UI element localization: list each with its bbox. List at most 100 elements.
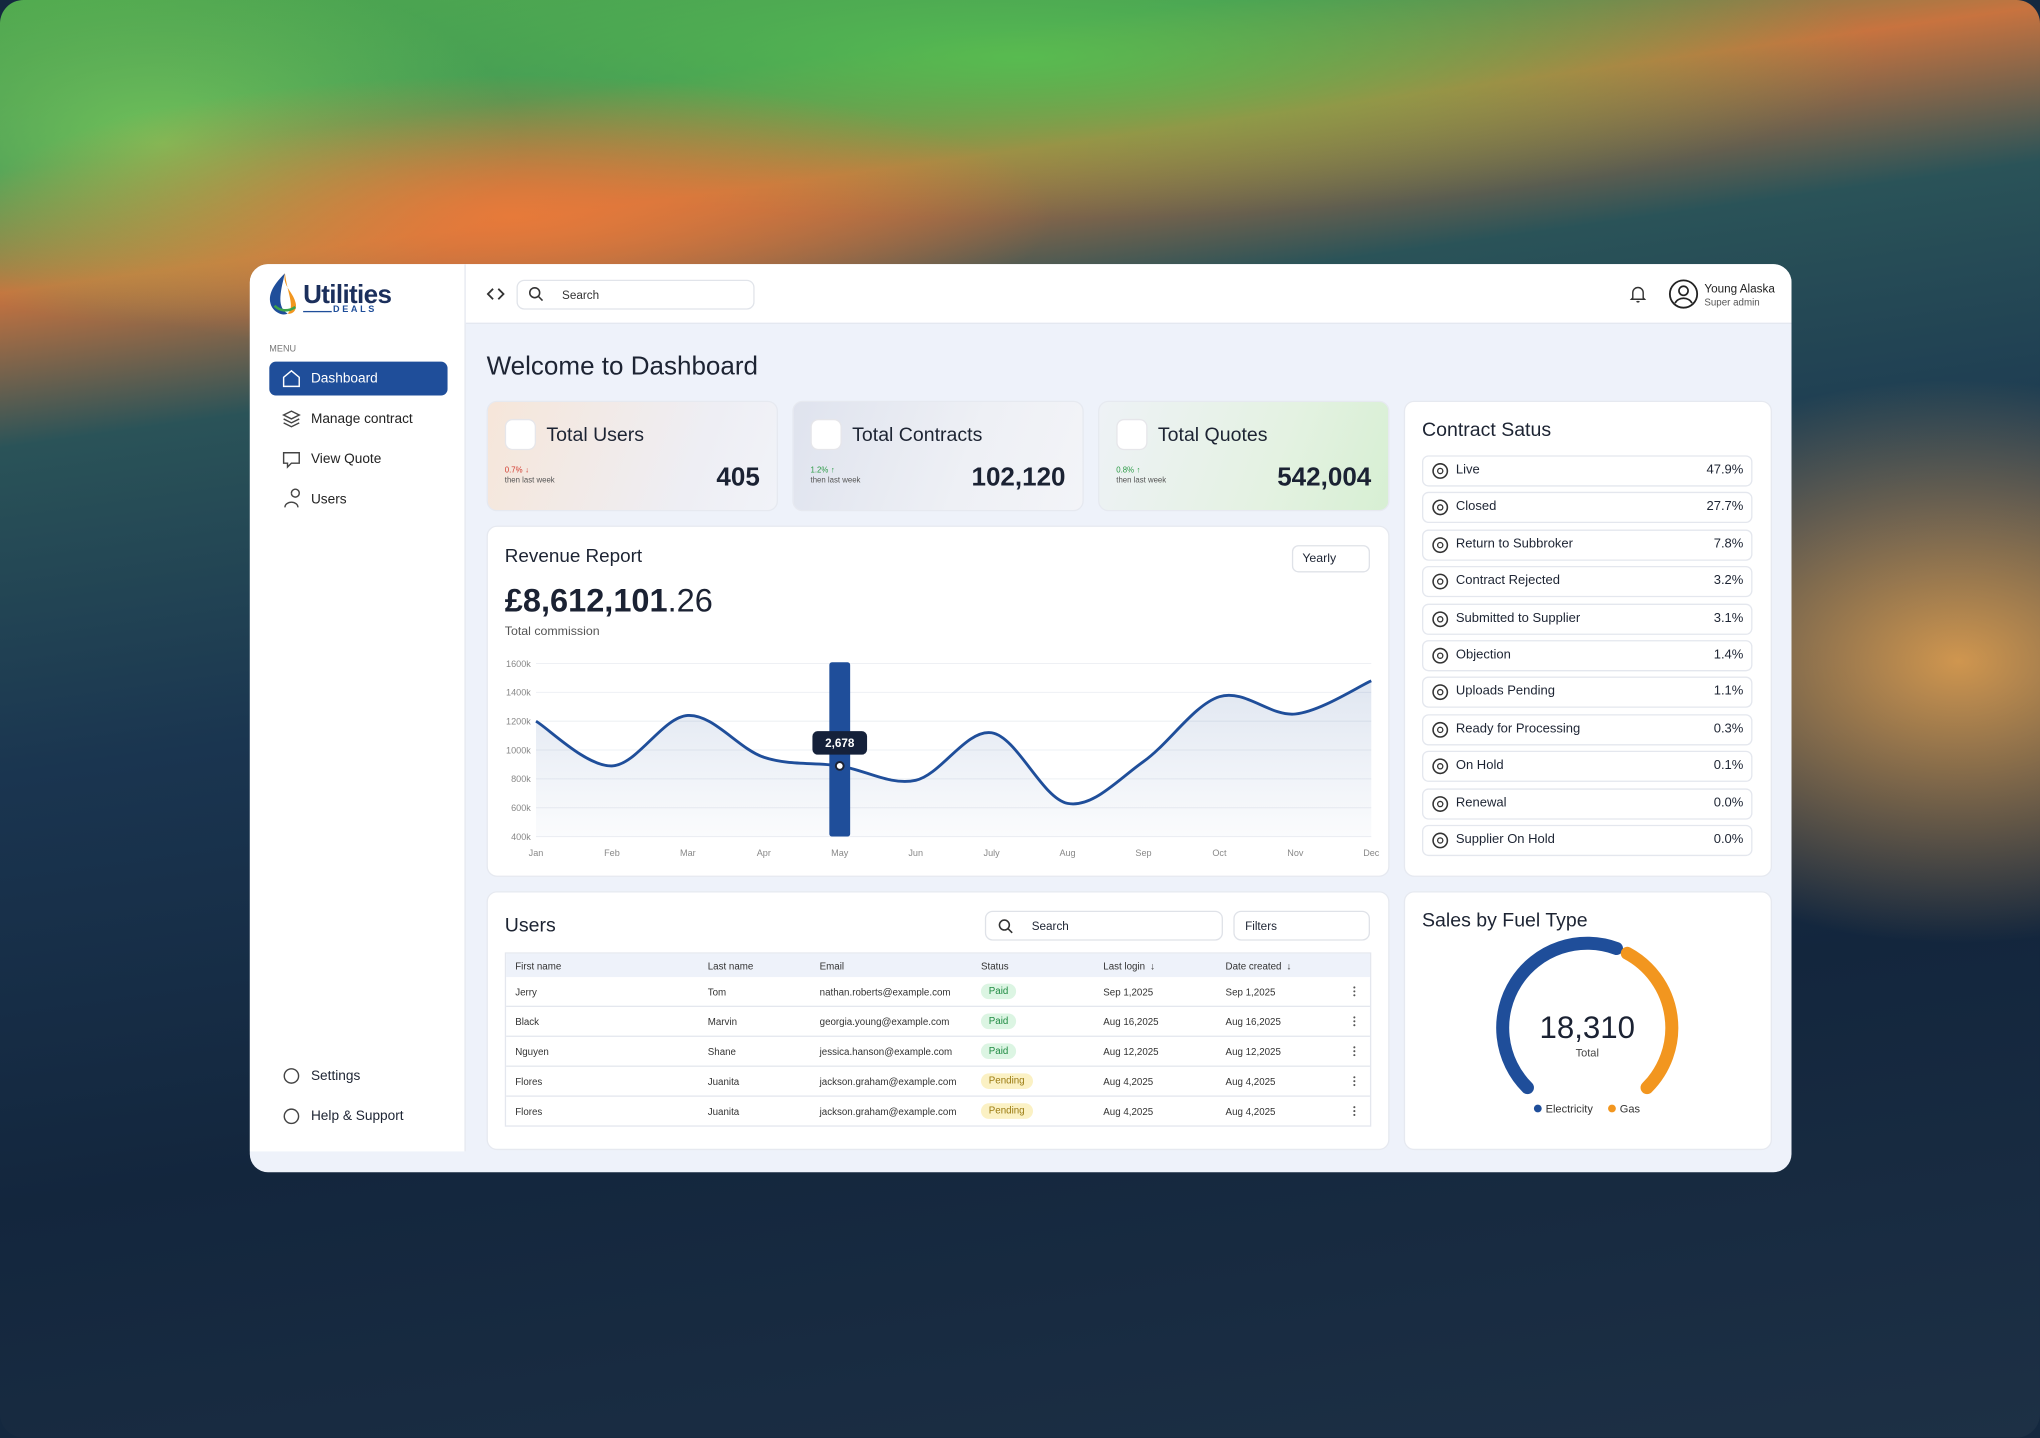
status-row — [1422, 824, 1753, 857]
status-icon — [1432, 832, 1449, 849]
filters-select[interactable] — [1233, 910, 1370, 941]
row-menu-dot — [1353, 1016, 1356, 1019]
search-box[interactable] — [516, 279, 755, 310]
area — [536, 680, 1372, 837]
row-menu — [1353, 986, 1356, 997]
line — [535, 679, 1372, 806]
stat-icon — [1116, 418, 1148, 451]
status-row — [1422, 713, 1753, 746]
revenue-title: Revenue Report — [504, 546, 643, 568]
status-icon — [1432, 610, 1449, 627]
table-cell: Jerry — [515, 985, 537, 998]
table-cell: Aug 12,2025 — [1103, 1045, 1159, 1058]
revenue-total-label: Total commission — [504, 624, 600, 640]
status-label: Uploads Pending — [1455, 684, 1555, 700]
column-header: Last name — [707, 959, 754, 972]
table-cell: jackson.graham@example.com — [819, 1075, 957, 1088]
status-row — [1422, 603, 1753, 635]
x-tick-label: Jun — [908, 848, 923, 858]
column-header: Date created ↓ — [1225, 959, 1292, 972]
status-label: Renewal — [1455, 795, 1507, 811]
column-header: First name — [515, 959, 562, 972]
status-icon-ring — [1432, 832, 1449, 849]
status-icon — [1432, 573, 1449, 590]
gauge-segment — [1496, 936, 1624, 1095]
table-cell: Flores — [515, 1075, 543, 1088]
sidebar — [249, 264, 466, 1152]
fuel-gauge: Electricity Gas 18,310 Total — [1496, 936, 1679, 1115]
users-search[interactable] — [984, 910, 1223, 941]
stat-trend-arrow: ↓ — [525, 467, 530, 476]
row-menu — [1353, 1106, 1356, 1117]
search-icon-handle — [1007, 928, 1013, 934]
y-tick-label: 1400k — [506, 688, 531, 698]
status-row — [1422, 529, 1753, 561]
status-value: 7.8% — [1713, 537, 1744, 552]
status-icon-dot — [1436, 652, 1444, 659]
nav-icon-circle — [283, 1108, 300, 1125]
status-badge: Pending — [980, 1073, 1033, 1089]
stat-value: 102,120 — [971, 463, 1066, 492]
status-icon — [1432, 536, 1449, 553]
fuel-card — [1403, 891, 1772, 1151]
status-icon-dot — [1436, 689, 1444, 696]
users-search-icon — [998, 919, 1013, 934]
row-menu-dot — [1353, 1050, 1356, 1053]
highlight-point — [834, 761, 845, 771]
legend-dot — [1533, 1104, 1542, 1113]
search-icon-circle — [998, 919, 1011, 931]
logo-mark — [269, 273, 297, 315]
status-label: Return to Subbroker — [1455, 537, 1574, 552]
column-header: Status — [980, 959, 1009, 972]
status-icon-dot — [1436, 763, 1444, 770]
status-label: Live — [1455, 463, 1480, 478]
gauge-total: 18,310 — [1539, 1010, 1635, 1045]
status-value: 47.9% — [1706, 463, 1744, 478]
status-icon — [1432, 758, 1449, 775]
nav-icon-path — [282, 369, 300, 388]
row-menu — [1353, 1076, 1356, 1087]
nav-footer-item: Help & Support — [310, 1108, 404, 1124]
nav-icon — [283, 1108, 300, 1125]
status-value: 3.1% — [1713, 610, 1744, 626]
period-select[interactable] — [1291, 545, 1370, 573]
collapse-icon[interactable] — [486, 284, 505, 305]
column-header: Email — [819, 959, 845, 972]
bell-icon[interactable] — [1629, 284, 1647, 305]
status-icon-dot — [1436, 578, 1444, 586]
page-title: Welcome to Dashboard — [486, 352, 759, 382]
row-divider — [506, 1005, 1370, 1007]
nav-icon — [282, 452, 300, 469]
users-title: Users — [504, 914, 556, 937]
table-cell: Aug 12,2025 — [1225, 1045, 1281, 1058]
user-role: Super admin — [1704, 295, 1760, 308]
table-cell: georgia.young@example.com — [819, 1015, 950, 1028]
status-icon-ring — [1432, 463, 1449, 479]
nav-item: Manage contract — [310, 410, 413, 427]
row-menu-dot — [1353, 994, 1356, 997]
status-label: Objection — [1455, 647, 1511, 663]
row-divider — [506, 1035, 1370, 1037]
status-icon — [1432, 463, 1449, 479]
table-cell: Marvin — [707, 1015, 738, 1028]
status-icon-dot — [1436, 726, 1444, 733]
brand-tagline: DEALS — [333, 305, 377, 315]
status-icon-dot — [1436, 467, 1444, 475]
status-row — [1422, 566, 1753, 598]
stat-title: Total Contracts — [852, 424, 983, 447]
search-icon — [528, 287, 544, 302]
stat-change: 0.7% ↓ — [504, 467, 530, 476]
table-cell: Nguyen — [515, 1045, 549, 1058]
legend-label: Gas — [1620, 1103, 1641, 1115]
table-cell: Tom — [707, 985, 727, 998]
status-value: 27.7% — [1706, 500, 1744, 515]
table-cell: Juanita — [707, 1105, 740, 1117]
status-label: Ready for Processing — [1455, 721, 1581, 737]
avatar[interactable] — [1668, 278, 1699, 309]
stat-note: then last week — [504, 477, 555, 486]
status-icon-dot — [1436, 837, 1444, 844]
table-cell: Sep 1,2025 — [1225, 985, 1276, 998]
status-value: 0.3% — [1713, 721, 1744, 737]
status-row — [1422, 750, 1753, 783]
row-menu-dot — [1353, 1076, 1356, 1079]
